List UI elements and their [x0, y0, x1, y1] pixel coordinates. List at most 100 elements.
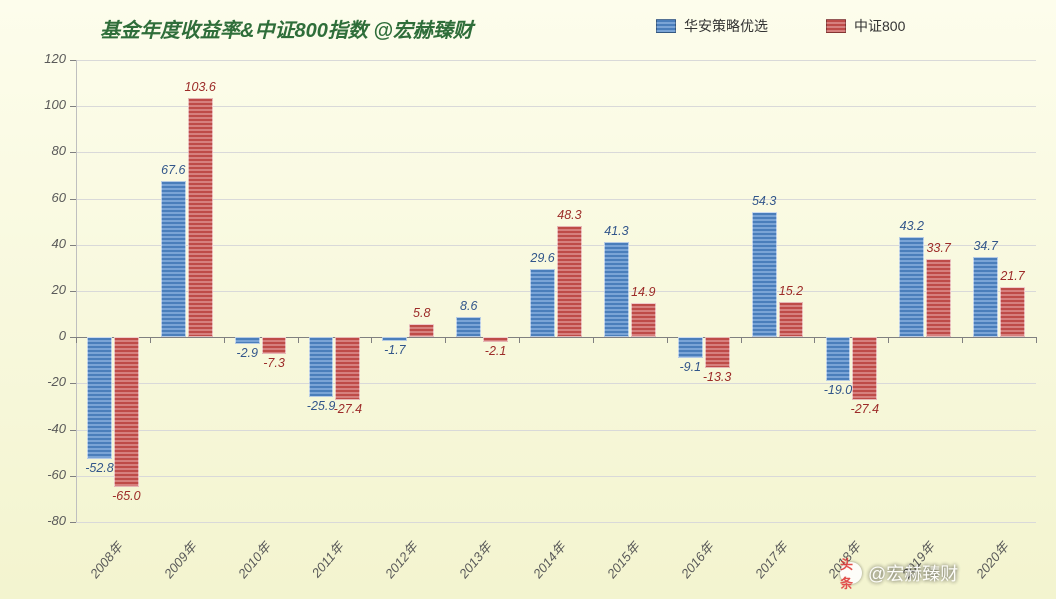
y-axis-label: -20 [47, 374, 66, 389]
y-axis-label: 80 [52, 143, 66, 158]
x-tick [519, 337, 520, 343]
bar-value-label: 15.2 [769, 284, 814, 298]
bar-value-label: 54.3 [742, 194, 787, 208]
gridline [76, 245, 1036, 246]
bar-value-label: 8.6 [446, 299, 491, 313]
y-axis-label: 20 [52, 282, 66, 297]
bar-value-label: -7.3 [252, 356, 297, 370]
bar-value-label: 5.8 [399, 306, 444, 320]
x-axis-label: 2015年 [593, 537, 644, 592]
bar [382, 337, 407, 341]
x-tick [1036, 337, 1037, 343]
y-axis-label: 60 [52, 190, 66, 205]
bar [779, 302, 804, 337]
x-axis-label: 2012年 [371, 537, 422, 592]
zero-line [76, 337, 1036, 338]
bar [926, 259, 951, 337]
gridline [76, 383, 1036, 384]
bar [161, 181, 186, 337]
x-tick [888, 337, 889, 343]
x-tick [667, 337, 668, 343]
x-axis-label: 2016年 [666, 537, 717, 592]
bar-value-label: 33.7 [916, 241, 961, 255]
bar-value-label: 103.6 [178, 80, 223, 94]
bar [752, 212, 777, 337]
watermark-icon: 头条 [840, 562, 862, 584]
bar-value-label: 14.9 [621, 285, 666, 299]
x-axis-label: 2013年 [445, 537, 496, 592]
gridline [76, 291, 1036, 292]
chart-root: 基金年度收益率&中证800指数 @宏赫臻财 华安策略优选 中证800 -80 -60 -4… [0, 0, 1056, 599]
bar-value-label: -13.3 [695, 370, 740, 384]
y-axis-label: 0 [59, 328, 66, 343]
bar-value-label: -27.4 [325, 402, 370, 416]
x-axis-label: 2009年 [149, 537, 200, 592]
legend-swatch [826, 19, 846, 33]
bar-value-label: 41.3 [594, 224, 639, 238]
legend-swatch [656, 19, 676, 33]
watermark: 头条 @宏赫臻财 [840, 560, 958, 586]
x-tick [814, 337, 815, 343]
x-axis-label: 2014年 [519, 537, 570, 592]
legend-label: 中证800 [854, 16, 905, 36]
bar [114, 337, 139, 487]
bar [631, 303, 656, 337]
bar [1000, 287, 1025, 337]
y-axis-line [76, 60, 77, 522]
bar [852, 337, 877, 400]
bar-value-label: -27.4 [842, 402, 887, 416]
gridline [76, 199, 1036, 200]
y-axis-label: -80 [47, 513, 66, 528]
bar-value-label: -65.0 [104, 489, 149, 503]
bar [826, 337, 851, 381]
y-axis-label: 120 [44, 51, 66, 66]
bar [678, 337, 703, 358]
bar-value-label: -1.7 [372, 343, 417, 357]
bar [262, 337, 287, 354]
y-axis-label: 100 [44, 97, 66, 112]
gridline [76, 430, 1036, 431]
bar [235, 337, 260, 344]
bar [705, 337, 730, 368]
bar [456, 317, 481, 337]
bar [335, 337, 360, 400]
gridline [76, 476, 1036, 477]
x-tick [224, 337, 225, 343]
chart-title: 基金年度收益率&中证800指数 @宏赫臻财 [100, 14, 473, 43]
bar-value-label: 43.2 [889, 219, 934, 233]
x-tick [150, 337, 151, 343]
bar [530, 269, 555, 337]
bar-value-label: 48.3 [547, 208, 592, 222]
legend-label: 华安策略优选 [684, 16, 768, 36]
bar [188, 98, 213, 337]
x-tick [593, 337, 594, 343]
bar [483, 337, 508, 342]
x-tick [741, 337, 742, 343]
x-tick [298, 337, 299, 343]
gridline [76, 106, 1036, 107]
x-axis-label: 2017年 [740, 537, 791, 592]
x-axis-label: 2020年 [962, 537, 1013, 592]
x-tick [962, 337, 963, 343]
y-axis-label: 40 [52, 236, 66, 251]
x-axis-label: 2010年 [223, 537, 274, 592]
gridline [76, 522, 1036, 523]
x-axis-label: 2008年 [76, 537, 127, 592]
bar [87, 337, 112, 459]
legend-item: 中证800 [826, 16, 905, 36]
bar [557, 226, 582, 338]
bar-value-label: -2.1 [473, 344, 518, 358]
gridline [76, 152, 1036, 153]
gridline [76, 60, 1036, 61]
bar [409, 324, 434, 337]
legend-item: 华安策略优选 [656, 16, 768, 36]
x-tick [76, 337, 77, 343]
y-tick [70, 522, 76, 523]
bar-value-label: 21.7 [990, 269, 1035, 283]
bar [309, 337, 334, 397]
y-axis-label: -40 [47, 421, 66, 436]
x-tick [445, 337, 446, 343]
x-axis-label: 2011年 [297, 537, 348, 592]
watermark-text: @宏赫臻财 [868, 560, 958, 586]
y-axis-label: -60 [47, 467, 66, 482]
